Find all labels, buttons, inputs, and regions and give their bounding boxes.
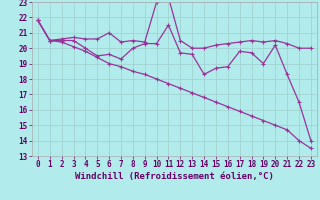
X-axis label: Windchill (Refroidissement éolien,°C): Windchill (Refroidissement éolien,°C) — [75, 172, 274, 181]
